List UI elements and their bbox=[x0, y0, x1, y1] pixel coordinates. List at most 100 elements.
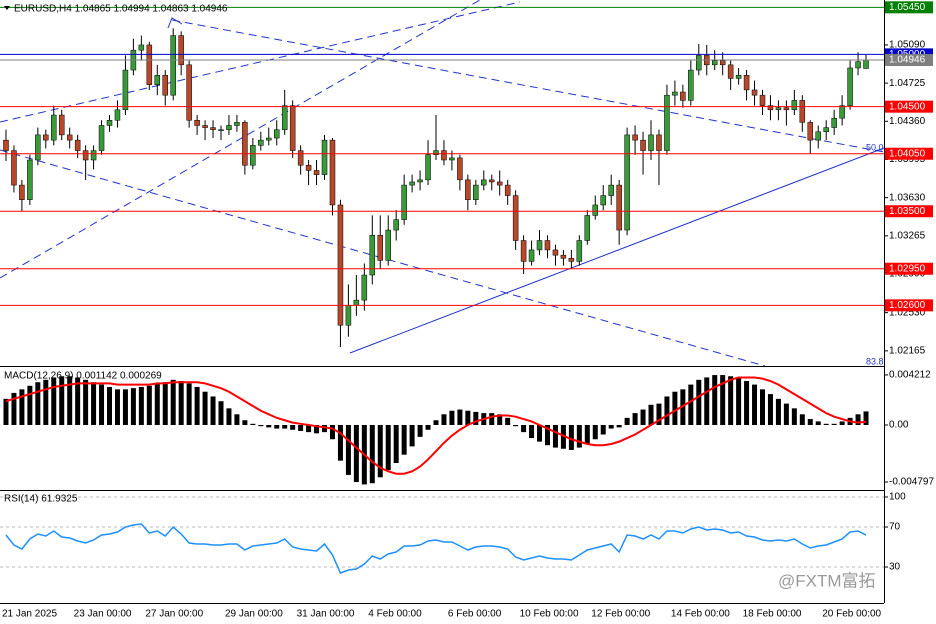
macd-bar bbox=[3, 398, 9, 425]
macd-bar bbox=[11, 392, 17, 425]
x-tick-label: 20 Feb 00:00 bbox=[822, 609, 881, 620]
macd-bar bbox=[314, 424, 320, 434]
candle-body bbox=[441, 150, 447, 161]
macd-bar bbox=[807, 419, 813, 425]
x-tick-label: 12 Feb 00:00 bbox=[591, 609, 650, 620]
candle-body bbox=[114, 109, 121, 121]
candle-body bbox=[210, 127, 216, 130]
candle-body bbox=[727, 64, 734, 79]
macd-bar bbox=[107, 386, 113, 425]
candle-body bbox=[369, 235, 376, 276]
channel-line bbox=[0, 1, 521, 123]
candle-body bbox=[345, 305, 352, 326]
watermark: @FXTM富拓 bbox=[778, 571, 876, 590]
candle-body bbox=[783, 107, 790, 111]
macd-bar bbox=[473, 411, 479, 425]
candle-body bbox=[544, 240, 551, 251]
macd-bar bbox=[409, 424, 415, 447]
candle-body bbox=[297, 150, 304, 166]
candle-body bbox=[640, 139, 646, 151]
macd-bar bbox=[59, 376, 65, 425]
candle-body bbox=[815, 131, 821, 141]
candle-body bbox=[234, 122, 240, 126]
indicator-title: RSI(14) 61.9325 bbox=[4, 494, 78, 505]
candle-body bbox=[767, 105, 774, 111]
candle-body bbox=[194, 120, 200, 126]
price-level-label: 1.02600 bbox=[889, 300, 926, 311]
candle-body bbox=[242, 122, 248, 166]
candle-body bbox=[90, 150, 97, 161]
macd-bar bbox=[154, 383, 160, 425]
macd-bar bbox=[712, 375, 718, 425]
macd-bar bbox=[369, 424, 375, 484]
macd-bar bbox=[831, 423, 837, 425]
macd-bar bbox=[529, 424, 535, 439]
macd-bar bbox=[75, 377, 81, 425]
macd-bar bbox=[345, 424, 351, 475]
price-level-label: 1.05450 bbox=[889, 2, 926, 13]
macd-bar bbox=[505, 417, 511, 425]
macd-bar bbox=[401, 424, 407, 455]
y-tick-label: 1.04725 bbox=[889, 78, 926, 89]
macd-bar bbox=[51, 377, 57, 425]
price-level-tag bbox=[885, 54, 933, 67]
candle-body bbox=[576, 240, 583, 262]
price-level-tag bbox=[885, 262, 933, 275]
candle-body bbox=[122, 69, 129, 111]
candle-body bbox=[178, 35, 184, 66]
macd-bar bbox=[67, 376, 73, 425]
macd-bar bbox=[433, 420, 439, 425]
candle-body bbox=[66, 134, 73, 141]
candle-body bbox=[512, 195, 519, 241]
macd-bar bbox=[298, 424, 304, 431]
macd-bar bbox=[815, 421, 821, 425]
macd-bar bbox=[162, 382, 168, 425]
candle-body bbox=[281, 105, 288, 130]
x-tick-label: 18 Feb 00:00 bbox=[743, 609, 802, 620]
fibo-label: 50.0 bbox=[866, 142, 884, 152]
macd-bar bbox=[584, 424, 590, 445]
candle-body bbox=[27, 159, 33, 200]
candle-body bbox=[672, 91, 678, 96]
candle-body bbox=[162, 75, 168, 96]
candle-body bbox=[425, 154, 431, 181]
candle-body bbox=[648, 134, 654, 151]
macd-bar bbox=[226, 408, 232, 425]
macd-bar bbox=[91, 382, 97, 425]
macd-bar bbox=[234, 414, 240, 425]
candle-body bbox=[751, 89, 758, 96]
candle-body bbox=[719, 60, 726, 66]
macd-bar bbox=[704, 377, 710, 425]
macd-bar bbox=[576, 424, 582, 448]
macd-bar bbox=[465, 410, 471, 425]
macd-bar bbox=[457, 409, 463, 425]
price-level-tag bbox=[885, 299, 933, 312]
candle-body bbox=[35, 134, 41, 161]
candle-body bbox=[51, 114, 57, 141]
macd-bar bbox=[449, 410, 455, 425]
candle-body bbox=[616, 184, 622, 231]
macd-bar bbox=[513, 424, 519, 427]
macd-bar bbox=[656, 403, 662, 425]
trend-lines bbox=[0, 0, 885, 367]
y-tick-label: 0.00 bbox=[889, 420, 909, 431]
x-tick-label: 31 Jan 00:00 bbox=[297, 609, 355, 620]
macd-bar bbox=[274, 424, 280, 429]
candle-body bbox=[831, 117, 837, 128]
macd-bar bbox=[775, 398, 781, 425]
price-level-label: 1.04946 bbox=[889, 55, 926, 66]
macd-bar bbox=[99, 384, 105, 425]
candle-body bbox=[154, 75, 161, 85]
macd-bar bbox=[385, 424, 391, 471]
x-tick-label: 29 Jan 00:00 bbox=[225, 609, 283, 620]
candle-body bbox=[273, 129, 280, 139]
price-level-label: 1.02950 bbox=[889, 263, 926, 274]
candle-body bbox=[536, 240, 543, 251]
x-tick-label: 10 Feb 00:00 bbox=[520, 609, 579, 620]
menu-arrow bbox=[4, 6, 10, 10]
candle-body bbox=[305, 164, 312, 171]
marker bbox=[167, 17, 183, 29]
candle-body bbox=[329, 139, 336, 206]
macd-bar bbox=[258, 424, 264, 427]
